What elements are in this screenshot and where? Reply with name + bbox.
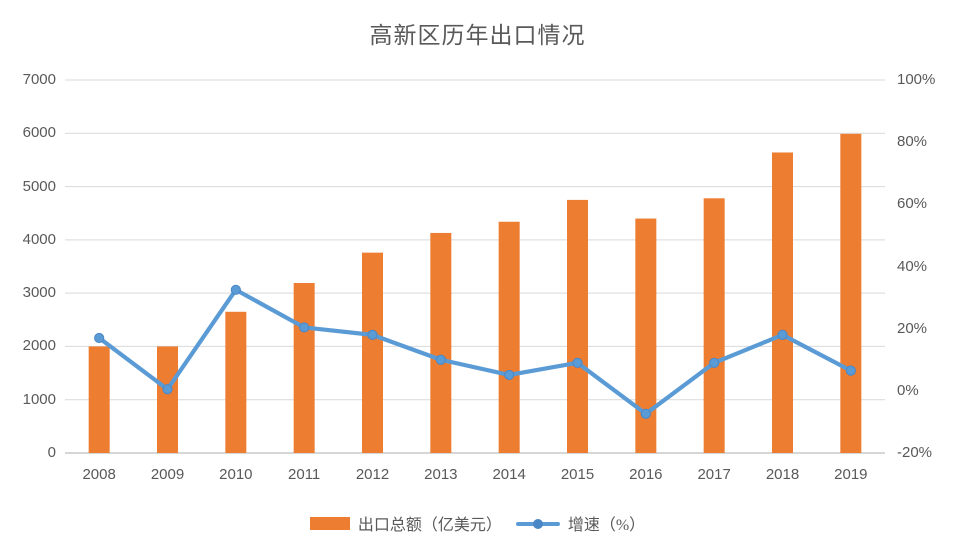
- line-marker: [299, 322, 310, 333]
- right-axis-tick: 100%: [897, 71, 936, 88]
- bar: [430, 232, 452, 453]
- bar: [157, 346, 178, 453]
- x-axis-tick: 2011: [288, 466, 321, 483]
- x-axis-tick: 2008: [82, 466, 116, 483]
- growth-line: [97, 287, 853, 416]
- chart-title: 高新区历年出口情况: [369, 23, 586, 48]
- bar: [293, 283, 315, 453]
- left-axis-tick: 1000: [22, 390, 56, 408]
- right-axis-tick: 20%: [897, 319, 928, 337]
- left-axis-tick: 5000: [22, 177, 56, 195]
- line-marker: [435, 354, 446, 365]
- line-marker: [777, 329, 788, 340]
- right-axis-tick: 40%: [897, 257, 928, 275]
- line-marker: [230, 284, 241, 295]
- legend-label-exports: 出口总额（亿美元）: [357, 517, 502, 534]
- left-axis-tick: 7000: [22, 71, 56, 88]
- legend-item-exports: 出口总额（亿美元）: [309, 511, 502, 535]
- bar-series-swatch: [309, 516, 350, 530]
- bar: [498, 221, 520, 453]
- left-axis-tick: 3000: [22, 284, 56, 302]
- bar: [362, 252, 383, 453]
- line-marker: [845, 365, 856, 376]
- line-swatch-marker-icon: [532, 518, 543, 529]
- right-axis-tick: 0%: [897, 381, 919, 399]
- bar: [703, 198, 725, 453]
- bar: [772, 152, 793, 453]
- legend-label-growth: 增速（%）: [567, 517, 646, 534]
- line-marker: [572, 357, 583, 368]
- x-axis-tick: 2014: [492, 466, 526, 483]
- right-axis-tick: 60%: [897, 195, 928, 213]
- left-axis-tick: 6000: [22, 124, 56, 142]
- bar: [635, 218, 657, 453]
- right-axis-tick: 80%: [897, 133, 928, 151]
- x-axis-tick: 2016: [629, 466, 663, 483]
- line-marker: [162, 384, 173, 395]
- x-axis-tick: 2012: [355, 466, 390, 483]
- left-axis-tick: 0: [47, 444, 56, 461]
- bar: [567, 199, 588, 453]
- chart-legend: 出口总额（亿美元） 增速（%）: [0, 507, 955, 539]
- x-axis-tick: 2019: [834, 466, 868, 483]
- bar: [840, 133, 862, 453]
- x-axis-tick: 2010: [219, 466, 253, 483]
- x-axis-tick: 2018: [765, 466, 800, 483]
- bar: [88, 346, 110, 453]
- x-axis-tick: 2009: [150, 466, 185, 483]
- x-axis-tick: 2017: [697, 466, 731, 483]
- line-marker: [640, 408, 651, 419]
- line-marker: [709, 357, 720, 368]
- x-axis-tick: 2015: [560, 466, 595, 483]
- line-marker: [504, 369, 515, 381]
- legend-item-growth: 增速（%）: [515, 511, 646, 535]
- bar: [225, 311, 247, 453]
- right-axis-tick: -20%: [897, 444, 933, 461]
- line-marker: [367, 329, 378, 340]
- x-axis-tick: 2013: [424, 466, 458, 483]
- line-series-swatch: [515, 517, 560, 530]
- left-axis-tick: 2000: [22, 337, 56, 355]
- left-axis-tick: 4000: [22, 230, 56, 248]
- line-marker: [94, 332, 105, 344]
